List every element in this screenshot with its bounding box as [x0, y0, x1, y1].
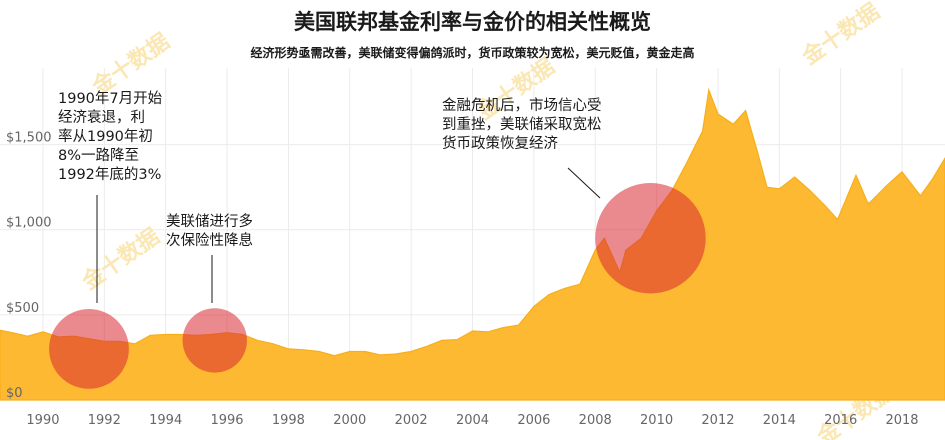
annotation-financial-crisis: 金融危机后，市场信心受 到重挫，美联储采取宽松 货币政策恢复经济	[442, 98, 602, 152]
highlight-circle-1	[182, 308, 247, 373]
watermark-text: 金十数据	[77, 223, 165, 295]
x-tick-label-1: 1992	[88, 413, 121, 428]
x-tick-label-3: 1996	[210, 413, 243, 428]
x-tick-label-11: 2012	[701, 413, 734, 428]
y-tick-label-1: $500	[6, 301, 39, 316]
x-tick-label-5: 2000	[333, 413, 366, 428]
y-tick-label-2: $1,000	[6, 216, 52, 231]
highlight-circle-0	[49, 309, 129, 389]
y-tick-label-0: $0	[6, 386, 23, 401]
chart-title: 美国联邦基金利率与金价的相关性概览	[294, 10, 651, 34]
x-axis: 1990 1992 1994 1996 1998 2000 2002 2004 2006 2008…	[26, 413, 918, 428]
annotation-pointer-2	[567, 167, 601, 199]
annotation-pointers	[96, 167, 601, 303]
chart-subtitle: 经济形势亟需改善，美联储变得偏鸽派时，货币政策较为宽松，美元贬值，黄金走高	[250, 46, 695, 60]
gold-price-area	[0, 87, 945, 401]
x-tick-label-9: 2008	[579, 413, 612, 428]
y-tick-label-3: $1,500	[6, 131, 52, 146]
x-tick-label-0: 1990	[26, 413, 59, 428]
annotation-insurance-cuts: 美联储进行多 次保险性降息	[166, 214, 253, 249]
x-tick-label-13: 2016	[824, 413, 857, 428]
watermark-text: 金十数据	[797, 0, 885, 71]
area-layer	[0, 87, 945, 401]
x-tick-label-14: 2018	[885, 413, 918, 428]
x-tick-label-10: 2010	[640, 413, 673, 428]
x-tick-label-4: 1998	[272, 413, 305, 428]
annotation-recession-1990: 1990年7月开始 经济衰退，利 率从1990年初 8%一路降至 1992年底的…	[58, 91, 163, 183]
x-tick-label-7: 2004	[456, 413, 489, 428]
x-tick-label-12: 2014	[763, 413, 796, 428]
x-tick-label-6: 2002	[395, 413, 428, 428]
highlight-circles	[49, 183, 706, 389]
y-axis: $0 $500 $1,000 $1,500	[6, 131, 52, 401]
x-tick-label-8: 2006	[517, 413, 550, 428]
x-tick-label-2: 1994	[149, 413, 182, 428]
highlight-circle-2	[595, 183, 706, 294]
